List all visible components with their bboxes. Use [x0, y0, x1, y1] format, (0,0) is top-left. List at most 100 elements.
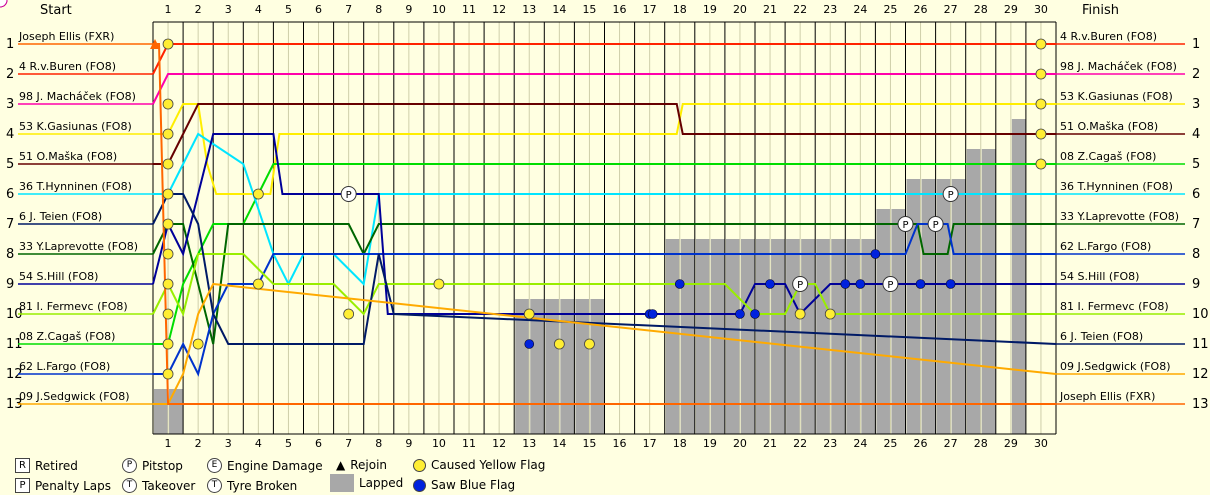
- lap-tick-label-top: 7: [345, 3, 352, 16]
- position-number-right: 4: [1192, 127, 1200, 142]
- position-number-right: 1: [1192, 37, 1200, 52]
- lap-tick-label-bottom: 30: [1034, 437, 1048, 450]
- position-number-right: 10: [1192, 307, 1209, 322]
- lap-tick-label-bottom: 2: [195, 437, 202, 450]
- lap-tick-label-top: 28: [974, 3, 988, 16]
- lap-tick-label-bottom: 27: [944, 437, 958, 450]
- lap-tick-label-top: 8: [375, 3, 382, 16]
- retired-icon: R: [15, 458, 30, 473]
- position-number-right: 7: [1192, 217, 1200, 232]
- legend-takeover: T Takeover: [122, 478, 195, 493]
- start-driver-label: 51 O.Maška (FO8): [19, 150, 117, 163]
- lapped-bars: [154, 119, 1026, 434]
- driver-line: [152, 73, 1056, 105]
- position-lines: [152, 43, 1057, 405]
- lapped-bar: [545, 299, 560, 434]
- yellow-flag-marker: [162, 248, 174, 260]
- legend-retired: R Retired: [15, 458, 78, 473]
- lapped-bar: [515, 299, 530, 434]
- start-driver-label: Joseph Ellis (FXR): [18, 30, 114, 43]
- lap-tick-label-top: 13: [522, 3, 536, 16]
- legend: R Retired P Penalty Laps P Pitstop T Tak…: [0, 455, 1210, 495]
- lap-tick-label-top: 17: [643, 3, 657, 16]
- lap-tick-label-bottom: 16: [613, 437, 627, 450]
- lap-tick-label-bottom: 15: [582, 437, 596, 450]
- lap-tick-label-top: 29: [1004, 3, 1018, 16]
- legend-rejoin-label: Rejoin: [350, 458, 388, 472]
- driver-line: [153, 163, 1056, 345]
- yellow-flag-marker: [162, 308, 174, 320]
- yellow-flag-marker: [162, 158, 174, 170]
- position-number-right: 5: [1192, 157, 1200, 172]
- yellow-flag-marker: [252, 188, 264, 200]
- position-number-left: 6: [6, 187, 14, 202]
- start-driver-label: 36 T.Hynninen (FO8): [19, 180, 132, 193]
- lap-tick-label-top: 11: [462, 3, 476, 16]
- lapped-bar: [981, 149, 996, 434]
- position-number-left: 1: [6, 37, 14, 52]
- lapped-bar: [771, 239, 786, 434]
- lap-tick-label-top: 4: [255, 3, 262, 16]
- position-number-left: 10: [6, 307, 23, 322]
- lap-tick-label-top: 15: [582, 3, 596, 16]
- pitstop-marker: [897, 216, 914, 232]
- lap-tick-label-bottom: 18: [673, 437, 687, 450]
- position-number-left: 8: [6, 247, 14, 262]
- lapped-bar: [936, 179, 951, 434]
- lap-tick-label-bottom: 28: [974, 437, 988, 450]
- finish-driver-label: 53 K.Gasiunas (FO8): [1060, 90, 1173, 103]
- yellow-flag-marker: [162, 338, 174, 350]
- lapped-bar: [530, 299, 545, 434]
- start-driver-label: 4 R.v.Buren (FO8): [19, 60, 116, 73]
- lap-tick-label-top: 14: [552, 3, 566, 16]
- lap-tick-label-bottom: 22: [793, 437, 807, 450]
- lap-tick-label-bottom: 4: [255, 437, 262, 450]
- position-number-left: 13: [6, 397, 23, 412]
- yellow-flag-marker: [162, 368, 174, 380]
- position-number-left: 3: [6, 97, 14, 112]
- yellow-flag-marker: [162, 38, 174, 50]
- lap-tick-label-top: 3: [225, 3, 232, 16]
- lap-tick-label-bottom: 8: [375, 437, 382, 450]
- lap-chart: Start Finish 112233445566778899101011111…: [0, 0, 1209, 450]
- lap-tick-label-bottom: 9: [405, 437, 412, 450]
- engine-damage-icon: E: [207, 458, 222, 473]
- lap-tick-label-top: 16: [613, 3, 627, 16]
- start-driver-label: 53 K.Gasiunas (FO8): [19, 120, 132, 133]
- lap-tick-label-bottom: 23: [823, 437, 837, 450]
- yellow-flag-marker: [553, 338, 565, 350]
- start-driver-label: 54 S.Hill (FO8): [19, 270, 98, 283]
- lap-tick-label-bottom: 6: [315, 437, 322, 450]
- lapped-bar: [921, 179, 936, 434]
- blue-flag-marker: [915, 279, 926, 289]
- blue-flag-marker: [647, 309, 658, 319]
- lap-tick-label-bottom: 19: [703, 437, 717, 450]
- finish-driver-label: 62 L.Fargo (FO8): [1060, 240, 1151, 253]
- lapped-bar: [575, 299, 590, 434]
- yellow-flag-marker: [584, 338, 595, 350]
- legend-retired-label: Retired: [35, 458, 78, 473]
- driver-line: [153, 132, 1056, 287]
- yellow-flag-marker: [1035, 158, 1047, 170]
- lap-tick-label-bottom: 25: [883, 437, 897, 450]
- pitstop-marker-label: P: [346, 190, 352, 201]
- position-number-right: 6: [1192, 187, 1200, 202]
- lapped-bar: [891, 209, 906, 434]
- legend-blue: Saw Blue Flag: [413, 478, 515, 492]
- rejoin-marker: [150, 39, 160, 49]
- takeover-icon: T: [122, 478, 137, 493]
- position-number-right: 3: [1192, 97, 1200, 112]
- yellow-flag-marker: [1035, 68, 1047, 80]
- lap-tick-label-bottom: 20: [733, 437, 747, 450]
- lap-tick-label-top: 21: [763, 3, 777, 16]
- lapped-bar: [846, 239, 861, 434]
- lap-tick-label-bottom: 13: [522, 437, 536, 450]
- finish-driver-label: 36 T.Hynninen (FO8): [1060, 180, 1173, 193]
- blue-flag-marker: [674, 279, 685, 289]
- legend-yellow-label: Caused Yellow Flag: [431, 458, 546, 472]
- legend-takeover-label: Takeover: [142, 478, 196, 493]
- legend-blue-label: Saw Blue Flag: [431, 478, 516, 492]
- pitstop-icon: P: [122, 458, 137, 473]
- finish-driver-label: 6 J. Teien (FO8): [1060, 330, 1143, 343]
- yellow-flag-marker: [192, 338, 204, 350]
